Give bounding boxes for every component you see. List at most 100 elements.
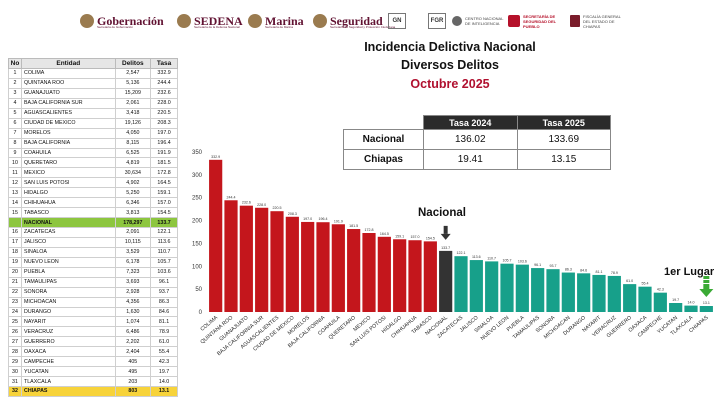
- ranking-no: 15: [8, 207, 22, 219]
- bar-data-label: 19.7: [672, 298, 679, 302]
- ranking-entidad: JALISCO: [21, 236, 116, 248]
- bar-data-label: 61.0: [626, 279, 633, 283]
- ranking-delitos: 6,178: [114, 256, 152, 268]
- ranking-tasa: 110.7: [150, 246, 178, 258]
- bar: [362, 233, 376, 312]
- arrow-primer-head: [699, 289, 714, 298]
- ranking-no: 13: [8, 187, 22, 199]
- bar-data-label: 244.4: [227, 195, 236, 199]
- coat-of-arms-icon: [80, 14, 94, 28]
- ranking-delitos: 2,928: [114, 286, 152, 298]
- bar: [439, 250, 453, 312]
- bar: [408, 240, 422, 312]
- ranking-row: 18 SINALOA 3,529 110.7: [8, 246, 178, 258]
- ranking-entidad: GUANAJUATO: [21, 87, 116, 99]
- bar-data-label: 86.3: [565, 268, 572, 272]
- ranking-tasa: 84.6: [150, 306, 178, 318]
- ranking-no: 24: [8, 306, 22, 318]
- ranking-row: NACIONAL 178,297 133.7: [8, 217, 178, 228]
- ranking-row: 28 OAXACA 2,404 55.4: [8, 346, 178, 358]
- ranking-row: 11 MEXICO 30,634 172.8: [8, 167, 178, 179]
- ranking-row: 25 NAYARIT 1,074 81.1: [8, 316, 178, 328]
- logo-fiscalia-chiapas: FISCALÍA GENERAL DEL ESTADO DE CHIAPAS: [570, 8, 623, 34]
- ranking-no: 7: [8, 127, 22, 139]
- arrow-primer-bar2: [703, 280, 710, 284]
- bar-data-label: 164.5: [380, 232, 389, 236]
- ranking-no: 1: [8, 68, 22, 79]
- ranking-entidad: SAN LUIS POTOSI: [21, 177, 116, 189]
- ranking-entidad: HIDALGO: [21, 187, 116, 199]
- y-tick-label: 50: [195, 287, 202, 293]
- ranking-entidad: GUERRERO: [21, 336, 116, 348]
- ranking-row: 21 TAMAULIPAS 3,693 96.1: [8, 276, 178, 288]
- col-no: No: [8, 58, 22, 69]
- ranking-tasa: 86.3: [150, 296, 178, 308]
- bar-data-label: 159.1: [395, 234, 404, 238]
- ranking-no: 23: [8, 296, 22, 308]
- ranking-delitos: 1,630: [114, 306, 152, 318]
- ranking-tasa: 13.1: [150, 386, 178, 397]
- logo-fgr: FGR: [428, 8, 449, 34]
- bar: [561, 272, 575, 312]
- ranking-no: 22: [8, 286, 22, 298]
- ranking-no: 28: [8, 346, 22, 358]
- ranking-no: 10: [8, 157, 22, 169]
- ranking-entidad: TABASCO: [21, 207, 116, 219]
- bar-data-label: 96.1: [534, 263, 541, 267]
- ranking-entidad: MEXICO: [21, 167, 116, 179]
- ranking-entidad: COAHUILA: [21, 147, 116, 159]
- bar-data-label: 110.7: [487, 256, 496, 260]
- ranking-row: 2 QUINTANA ROO 5,136 244.4: [8, 77, 178, 89]
- ranking-header-row: No Entidad Delitos Tasa: [8, 58, 178, 69]
- col-entidad: Entidad: [21, 58, 116, 69]
- ranking-tasa: 154.5: [150, 207, 178, 219]
- ranking-delitos: 495: [114, 366, 152, 378]
- ranking-delitos: 1,074: [114, 316, 152, 328]
- ranking-tasa: 228.0: [150, 97, 178, 109]
- ranking-row: 30 YUCATAN 495 19.7: [8, 366, 178, 378]
- bar-data-label: 93.7: [550, 264, 557, 268]
- ranking-delitos: 8,115: [114, 137, 152, 149]
- bar: [454, 256, 468, 312]
- ranking-row: 22 SONORA 2,928 93.7: [8, 286, 178, 298]
- logo-marina-text: Marina: [265, 14, 304, 28]
- bar: [270, 211, 284, 312]
- ranking-tasa: 78.9: [150, 326, 178, 338]
- bar: [669, 302, 683, 312]
- rate-table: Tasa 2024 Tasa 2025 Nacional 136.02 133.…: [343, 115, 611, 170]
- ranking-tasa: 232.6: [150, 87, 178, 99]
- ranking-tasa: 181.5: [150, 157, 178, 169]
- ranking-no: 31: [8, 376, 22, 387]
- bar: [699, 306, 713, 312]
- ranking-entidad: BAJA CALIFORNIA: [21, 137, 116, 149]
- ranking-entidad: COLIMA: [21, 68, 116, 79]
- ranking-no: 18: [8, 246, 22, 258]
- ranking-tasa: 196.4: [150, 137, 178, 149]
- y-tick-label: 150: [192, 241, 203, 247]
- y-tick-label: 100: [192, 264, 203, 270]
- bar: [331, 224, 345, 312]
- ranking-delitos: 2,404: [114, 346, 152, 358]
- bar-data-label: 13.1: [703, 301, 710, 305]
- bar-data-label: 172.8: [365, 228, 374, 232]
- bar: [638, 286, 652, 312]
- bar: [653, 292, 667, 312]
- bar: [347, 229, 361, 312]
- ranking-tasa: 157.0: [150, 197, 178, 209]
- bar: [255, 207, 269, 312]
- ranking-tasa: 113.6: [150, 236, 178, 248]
- ranking-no: [8, 217, 22, 228]
- bar: [546, 269, 560, 312]
- ranking-delitos: 4,819: [114, 157, 152, 169]
- logo-sspc-text: SECRETARÍA DE SEGURIDAD DEL PUEBLO: [523, 13, 557, 29]
- ranking-delitos: 6,486: [114, 326, 152, 338]
- ranking-row: 1 COLIMA 2,547 332.9: [8, 68, 178, 79]
- ranking-entidad: SONORA: [21, 286, 116, 298]
- bar-data-label: 103.6: [518, 260, 527, 264]
- ranking-row: 16 ZACATECAS 2,091 122.1: [8, 227, 178, 238]
- ranking-row: 17 JALISCO 10,115 113.6: [8, 236, 178, 248]
- bar: [485, 261, 499, 312]
- bar: [684, 305, 698, 312]
- logo-seguridad-text: Seguridad: [330, 14, 383, 28]
- annotation-nacional: Nacional: [418, 207, 466, 219]
